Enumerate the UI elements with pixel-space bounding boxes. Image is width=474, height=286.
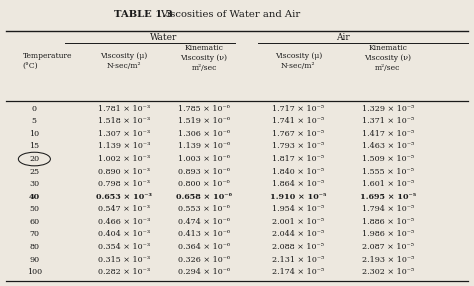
Text: 1.817 × 10⁻⁵: 1.817 × 10⁻⁵: [272, 155, 324, 163]
Text: 2.131 × 10⁻⁵: 2.131 × 10⁻⁵: [272, 255, 324, 263]
Text: 2.193 × 10⁻⁵: 2.193 × 10⁻⁵: [362, 255, 414, 263]
Text: 1.717 × 10⁻⁵: 1.717 × 10⁻⁵: [272, 105, 324, 113]
Text: 10: 10: [29, 130, 39, 138]
Text: 1.785 × 10⁻⁶: 1.785 × 10⁻⁶: [178, 105, 230, 113]
Text: 0.798 × 10⁻³: 0.798 × 10⁻³: [98, 180, 150, 188]
Text: 15: 15: [29, 142, 39, 150]
Text: 0.294 × 10⁻⁶: 0.294 × 10⁻⁶: [178, 268, 230, 276]
Text: 0.474 × 10⁻⁶: 0.474 × 10⁻⁶: [178, 218, 230, 226]
Text: Viscosity (μ)
N·sec/m²: Viscosity (μ) N·sec/m²: [100, 52, 147, 70]
Text: 90: 90: [29, 255, 39, 263]
Text: 1.886 × 10⁻⁵: 1.886 × 10⁻⁵: [362, 218, 414, 226]
Text: 40: 40: [29, 193, 40, 201]
Text: 0.282 × 10⁻³: 0.282 × 10⁻³: [98, 268, 150, 276]
Text: 0.547 × 10⁻³: 0.547 × 10⁻³: [98, 205, 150, 213]
Text: 1.139 × 10⁻³: 1.139 × 10⁻³: [98, 142, 150, 150]
Text: 2.174 × 10⁻⁵: 2.174 × 10⁻⁵: [272, 268, 324, 276]
Text: 100: 100: [27, 268, 42, 276]
Text: 1.519 × 10⁻⁶: 1.519 × 10⁻⁶: [178, 117, 230, 125]
Text: 1.306 × 10⁻⁶: 1.306 × 10⁻⁶: [178, 130, 230, 138]
Text: 0.326 × 10⁻⁶: 0.326 × 10⁻⁶: [178, 255, 230, 263]
Text: 0.466 × 10⁻³: 0.466 × 10⁻³: [98, 218, 150, 226]
Text: 0.315 × 10⁻³: 0.315 × 10⁻³: [98, 255, 150, 263]
Text: Viscosity (μ)
N·sec/m²: Viscosity (μ) N·sec/m²: [274, 52, 322, 70]
Text: 1.767 × 10⁻⁵: 1.767 × 10⁻⁵: [272, 130, 324, 138]
Text: 5: 5: [32, 117, 37, 125]
Text: 0.364 × 10⁻⁶: 0.364 × 10⁻⁶: [178, 243, 230, 251]
Text: 0.653 × 10⁻³: 0.653 × 10⁻³: [96, 193, 152, 201]
Text: 2.088 × 10⁻⁵: 2.088 × 10⁻⁵: [272, 243, 324, 251]
Text: 1.417 × 10⁻⁵: 1.417 × 10⁻⁵: [362, 130, 414, 138]
Text: 0.553 × 10⁻⁶: 0.553 × 10⁻⁶: [178, 205, 230, 213]
Text: 1.741 × 10⁻⁵: 1.741 × 10⁻⁵: [272, 117, 324, 125]
Text: 2.302 × 10⁻⁵: 2.302 × 10⁻⁵: [362, 268, 414, 276]
Text: 50: 50: [29, 205, 39, 213]
Text: 1.307 × 10⁻³: 1.307 × 10⁻³: [98, 130, 150, 138]
Text: TABLE 1.3: TABLE 1.3: [115, 11, 173, 19]
Text: 80: 80: [29, 243, 39, 251]
Text: 0: 0: [32, 105, 37, 113]
Text: 1.003 × 10⁻⁶: 1.003 × 10⁻⁶: [178, 155, 230, 163]
Text: 1.954 × 10⁻⁵: 1.954 × 10⁻⁵: [272, 205, 324, 213]
Text: 0.658 × 10⁻⁶: 0.658 × 10⁻⁶: [176, 193, 232, 201]
Text: 2.001 × 10⁻⁵: 2.001 × 10⁻⁵: [272, 218, 324, 226]
Text: Kinematic
Viscosity (ν)
m²/sec: Kinematic Viscosity (ν) m²/sec: [365, 44, 411, 72]
Text: 1.986 × 10⁻⁵: 1.986 × 10⁻⁵: [362, 231, 414, 239]
Text: 1.864 × 10⁻⁵: 1.864 × 10⁻⁵: [272, 180, 324, 188]
Text: 0.800 × 10⁻⁶: 0.800 × 10⁻⁶: [178, 180, 230, 188]
Text: Viscosities of Water and Air: Viscosities of Water and Air: [160, 11, 301, 19]
Text: 1.840 × 10⁻⁵: 1.840 × 10⁻⁵: [272, 168, 324, 176]
Text: 1.555 × 10⁻⁵: 1.555 × 10⁻⁵: [362, 168, 414, 176]
Text: 1.518 × 10⁻³: 1.518 × 10⁻³: [98, 117, 150, 125]
Text: 1.329 × 10⁻⁵: 1.329 × 10⁻⁵: [362, 105, 414, 113]
Text: 1.601 × 10⁻⁵: 1.601 × 10⁻⁵: [362, 180, 414, 188]
Text: 25: 25: [29, 168, 39, 176]
Text: 1.695 × 10⁻⁵: 1.695 × 10⁻⁵: [360, 193, 416, 201]
Text: 20: 20: [29, 155, 39, 163]
Text: 0.893 × 10⁻⁶: 0.893 × 10⁻⁶: [178, 168, 230, 176]
Text: Temperature
(°C): Temperature (°C): [23, 52, 72, 70]
Text: Kinematic
Viscosity (ν)
m²/sec: Kinematic Viscosity (ν) m²/sec: [181, 44, 228, 72]
Text: 1.794 × 10⁻⁵: 1.794 × 10⁻⁵: [362, 205, 414, 213]
Text: 1.793 × 10⁻⁵: 1.793 × 10⁻⁵: [272, 142, 324, 150]
Text: 60: 60: [29, 218, 39, 226]
Text: 30: 30: [29, 180, 39, 188]
Text: 0.890 × 10⁻³: 0.890 × 10⁻³: [98, 168, 150, 176]
Text: 1.910 × 10⁻⁵: 1.910 × 10⁻⁵: [270, 193, 327, 201]
Text: 0.404 × 10⁻³: 0.404 × 10⁻³: [98, 231, 150, 239]
Text: 0.354 × 10⁻³: 0.354 × 10⁻³: [98, 243, 150, 251]
Text: 1.509 × 10⁻⁵: 1.509 × 10⁻⁵: [362, 155, 414, 163]
Text: 2.044 × 10⁻⁵: 2.044 × 10⁻⁵: [272, 231, 324, 239]
Text: 70: 70: [29, 231, 39, 239]
Text: 1.463 × 10⁻⁵: 1.463 × 10⁻⁵: [362, 142, 414, 150]
Text: 1.371 × 10⁻⁵: 1.371 × 10⁻⁵: [362, 117, 414, 125]
Text: 1.002 × 10⁻³: 1.002 × 10⁻³: [98, 155, 150, 163]
Text: Air: Air: [336, 33, 350, 42]
Text: 1.139 × 10⁻⁶: 1.139 × 10⁻⁶: [178, 142, 230, 150]
Text: Water: Water: [150, 33, 178, 42]
Text: 1.781 × 10⁻³: 1.781 × 10⁻³: [98, 105, 150, 113]
Text: 2.087 × 10⁻⁵: 2.087 × 10⁻⁵: [362, 243, 414, 251]
Text: 0.413 × 10⁻⁶: 0.413 × 10⁻⁶: [178, 231, 230, 239]
